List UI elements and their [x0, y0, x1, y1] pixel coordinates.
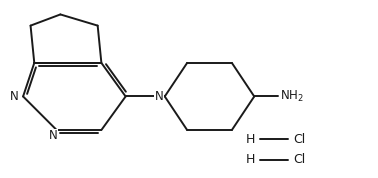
Text: Cl: Cl — [293, 153, 306, 166]
Text: N: N — [9, 90, 18, 103]
Text: H: H — [246, 153, 255, 166]
Text: H: H — [246, 133, 255, 146]
Text: N: N — [48, 129, 57, 142]
Text: N: N — [155, 90, 164, 103]
Text: NH$_2$: NH$_2$ — [280, 89, 304, 104]
Text: Cl: Cl — [293, 133, 306, 146]
